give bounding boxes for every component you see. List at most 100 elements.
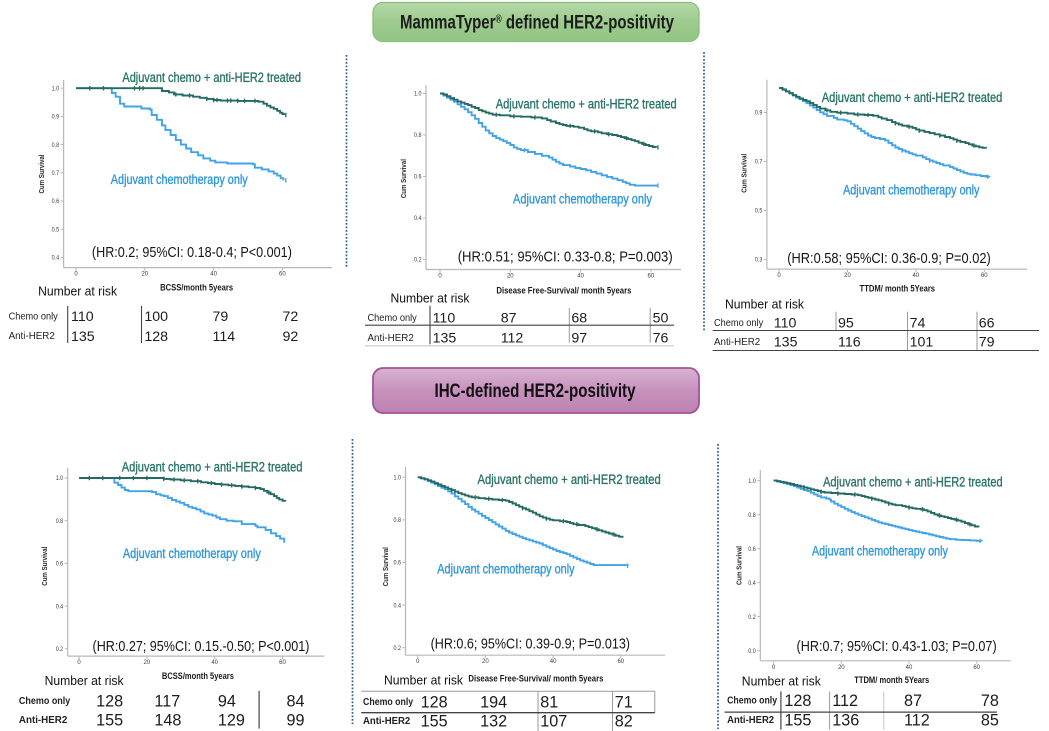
svg-text:0.2: 0.2 [414,257,422,264]
svg-text:60: 60 [279,660,286,666]
svg-text:Adjuvant chemotherapy only: Adjuvant chemotherapy only [437,561,574,576]
svg-text:128: 128 [421,693,448,711]
svg-text:(HR:0.7; 95%CI: 0.43-1.03; P=0: (HR:0.7; 95%CI: 0.43-1.03; P=0.07) [797,639,997,655]
svg-text:Anti-HER2: Anti-HER2 [368,333,414,344]
svg-text:20: 20 [144,660,151,666]
svg-text:128: 128 [144,329,168,345]
svg-text:128: 128 [784,692,811,710]
svg-text:0.4: 0.4 [414,215,422,222]
svg-text:117: 117 [154,692,180,710]
svg-text:100: 100 [144,309,168,325]
svg-text:135: 135 [774,335,798,351]
svg-text:99: 99 [287,711,305,729]
svg-text:0: 0 [777,273,781,279]
svg-text:148: 148 [154,711,181,729]
svg-text:79: 79 [979,335,995,351]
svg-text:Number at risk: Number at risk [384,673,464,687]
svg-text:1.0: 1.0 [394,475,402,482]
svg-text:1.0: 1.0 [414,91,422,98]
svg-text:0.8: 0.8 [56,518,64,525]
svg-text:0.4: 0.4 [748,580,756,587]
svg-text:0.8: 0.8 [394,517,402,524]
svg-text:110: 110 [774,316,797,332]
svg-text:107: 107 [540,712,567,730]
svg-text:TTDM/ month 5Years: TTDM/ month 5Years [860,284,936,294]
svg-text:40: 40 [577,274,584,280]
svg-text:0: 0 [77,660,81,666]
svg-text:0.9: 0.9 [52,114,60,121]
svg-text:Anti-HER2: Anti-HER2 [9,331,55,342]
svg-text:Chemo only: Chemo only [19,696,71,707]
svg-text:40: 40 [906,665,913,671]
svg-text:1.0: 1.0 [56,475,64,482]
svg-text:0.4: 0.4 [394,602,402,609]
svg-text:Chemo only: Chemo only [9,312,58,323]
svg-text:76: 76 [653,331,669,347]
svg-text:72: 72 [283,309,299,325]
svg-text:Cum Survival: Cum Survival [40,547,49,586]
svg-text:135: 135 [71,329,95,345]
svg-text:Cum Survival: Cum Survival [37,154,46,193]
svg-text:0.5: 0.5 [52,226,60,233]
svg-text:74: 74 [910,316,926,332]
svg-text:110: 110 [433,311,456,327]
svg-text:112: 112 [904,711,930,729]
svg-text:60: 60 [973,665,980,671]
svg-text:1.0: 1.0 [748,478,756,485]
svg-text:Chemo only: Chemo only [368,313,417,324]
svg-text:(HR:0.51; 95%CI: 0.33-0.8; P=0: (HR:0.51; 95%CI: 0.33-0.8; P=0.003) [458,250,673,266]
svg-text:Adjuvant chemo + anti-HER2 tr: Adjuvant chemo + anti-HER2 treated [122,459,303,474]
svg-text:0.2: 0.2 [748,614,756,621]
svg-text:0.9: 0.9 [755,110,763,117]
svg-text:0: 0 [416,659,420,665]
svg-text:1.0: 1.0 [52,85,60,92]
svg-text:MammaTyper® defined HER2-posit: MammaTyper® defined HER2-positivity [400,12,674,34]
svg-text:0.4: 0.4 [52,255,60,262]
svg-text:40: 40 [913,273,920,279]
svg-text:Anti-HER2: Anti-HER2 [714,337,760,348]
svg-text:194: 194 [480,693,507,711]
svg-text:20: 20 [507,274,514,280]
svg-text:Adjuvant chemotherapy only: Adjuvant chemotherapy only [123,546,261,561]
svg-text:92: 92 [283,329,299,345]
svg-text:0: 0 [772,665,776,671]
svg-text:0.0: 0.0 [748,648,756,655]
svg-text:40: 40 [211,660,218,666]
svg-text:20: 20 [141,272,148,278]
svg-text:128: 128 [96,692,123,710]
svg-text:0: 0 [74,272,78,278]
svg-text:(HR:0.58; 95%CI: 0.36-0.9; P=0: (HR:0.58; 95%CI: 0.36-0.9; P=0.02) [787,251,991,267]
svg-text:85: 85 [981,711,999,729]
svg-text:Number at risk: Number at risk [725,297,805,311]
svg-text:Disease Free-Survival/ month 5: Disease Free-Survival/ month 5years [496,286,631,296]
svg-text:Adjuvant chemotherapy only: Adjuvant chemotherapy only [812,544,948,559]
svg-text:0.8: 0.8 [414,132,422,139]
svg-text:(HR:0.2; 95%CI: 0.18-0.4; P<0.: (HR:0.2; 95%CI: 0.18-0.4; P<0.001) [92,245,292,261]
svg-text:Disease Free-Survival/ month 5: Disease Free-Survival/ month 5years [468,674,603,684]
svg-text:0.3: 0.3 [755,257,763,264]
svg-text:66: 66 [979,316,995,332]
svg-text:Number at risk: Number at risk [391,292,471,306]
svg-text:20: 20 [844,273,851,279]
svg-text:0.6: 0.6 [52,198,60,205]
svg-text:155: 155 [421,712,448,730]
svg-text:79: 79 [213,309,229,325]
svg-text:Adjuvant chemo + anti-HER2 tr: Adjuvant chemo + anti-HER2 treated [122,70,301,85]
svg-text:(HR:0.27; 95%CI: 0.15.-0.50; P: (HR:0.27; 95%CI: 0.15.-0.50; P<0.001) [93,639,310,655]
svg-text:87: 87 [501,311,517,327]
svg-text:114: 114 [213,329,236,345]
svg-text:Adjuvant chemo + anti-HER2 tr: Adjuvant chemo + anti-HER2 treated [823,475,1003,490]
svg-text:136: 136 [832,711,859,729]
svg-text:(HR:0.6; 95%CI: 0.39-0.9; P=0.: (HR:0.6; 95%CI: 0.39-0.9; P=0.013) [431,636,630,652]
svg-text:Number at risk: Number at risk [38,284,118,298]
svg-text:60: 60 [981,273,988,279]
svg-text:Adjuvant chemo + anti-HER2 tr: Adjuvant chemo + anti-HER2 treated [822,90,1003,105]
svg-text:50: 50 [653,311,669,327]
svg-text:Cum Survival: Cum Survival [381,547,390,586]
svg-text:0.5: 0.5 [755,208,763,215]
svg-text:BCSS/month 5years: BCSS/month 5years [162,671,234,681]
svg-text:95: 95 [838,316,854,332]
svg-text:TTDM/ month 5Years: TTDM/ month 5Years [854,675,929,685]
svg-text:Cum Survival: Cum Survival [399,159,408,198]
svg-text:Cum Survival: Cum Survival [739,154,748,193]
